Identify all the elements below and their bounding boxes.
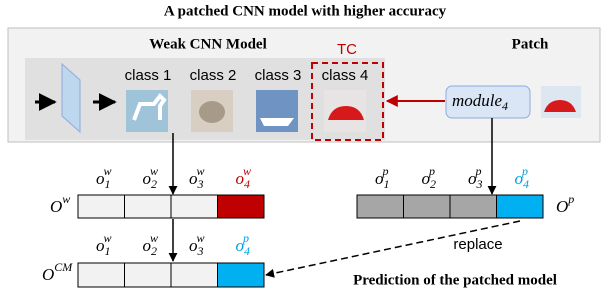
output-label-sub: 4 xyxy=(244,177,250,191)
weak-bar xyxy=(78,195,264,218)
output-label-sub: 3 xyxy=(197,177,204,191)
output-label-sup: w xyxy=(104,164,112,178)
output-label-sup: w xyxy=(104,231,112,245)
output-label: o4p xyxy=(515,164,530,191)
replace-label: replace xyxy=(453,236,502,253)
combined-output-name-sup: CM xyxy=(54,260,73,274)
title: A patched CNN model with higher accuracy xyxy=(164,3,447,19)
output-label: o3w xyxy=(189,231,205,258)
output-label-sub: 3 xyxy=(197,244,204,258)
output-label-sub: 2 xyxy=(430,177,436,191)
output-label: o1w xyxy=(96,231,112,258)
output-label: o3w xyxy=(189,164,205,191)
output-label-sub: 4 xyxy=(244,244,250,258)
weak-output-name: Ow xyxy=(50,192,70,216)
class-label: class 4 xyxy=(322,67,369,84)
output-label-sup: w xyxy=(243,164,251,178)
output-label: o2p xyxy=(422,164,437,191)
weak-model-label: Weak CNN Model xyxy=(149,36,267,52)
output-label-sup: w xyxy=(197,231,205,245)
output-label: o4w xyxy=(236,164,252,191)
output-label-sub: 1 xyxy=(105,177,111,191)
output-label-sub: 2 xyxy=(151,244,157,258)
output-label-sup: p xyxy=(521,164,528,178)
output-label-sup: w xyxy=(150,164,158,178)
output-label-sup: p xyxy=(242,231,249,245)
output-label: o2w xyxy=(143,231,159,258)
tc-label: TC xyxy=(337,41,357,58)
patch-output-name: Op xyxy=(556,192,574,216)
diagram: A patched CNN model with higher accuracy… xyxy=(0,0,610,301)
module-label-base: module xyxy=(452,91,503,110)
patch-output-name-base: O xyxy=(556,197,568,216)
output-label-sup: p xyxy=(475,164,482,178)
weak-output-name-base: O xyxy=(50,197,62,216)
module-label: module4 xyxy=(452,91,508,113)
patch-output-name-sup: p xyxy=(567,192,574,206)
output-label-sub: 4 xyxy=(523,177,529,191)
output-label-sup: p xyxy=(382,164,389,178)
output-label-sub: 3 xyxy=(476,177,483,191)
output-label-sub: 2 xyxy=(151,177,157,191)
weak-output-name-sup: w xyxy=(62,192,70,206)
output-label: o4p xyxy=(236,231,251,258)
output-label: o1p xyxy=(375,164,390,191)
class-label: class 3 xyxy=(255,67,302,84)
output-label-sup: w xyxy=(150,231,158,245)
module-label-sub: 4 xyxy=(502,99,508,113)
combined-output-name: OCM xyxy=(42,260,73,284)
output-label-sub: 1 xyxy=(105,244,111,258)
patch-bar xyxy=(357,195,543,218)
output-label-sub: 1 xyxy=(384,177,390,191)
output-label: o2w xyxy=(143,164,159,191)
class-label: class 1 xyxy=(125,67,172,84)
output-label: o3p xyxy=(468,164,483,191)
patch-label: Patch xyxy=(512,36,549,52)
output-label: o1w xyxy=(96,164,112,191)
output-label-sup: p xyxy=(428,164,435,178)
output-label-sup: w xyxy=(197,164,205,178)
combined-bar xyxy=(78,263,264,287)
combined-output-name-base: O xyxy=(42,265,54,284)
class-label: class 2 xyxy=(190,67,237,84)
prediction-label: Prediction of the patched model xyxy=(353,272,557,288)
